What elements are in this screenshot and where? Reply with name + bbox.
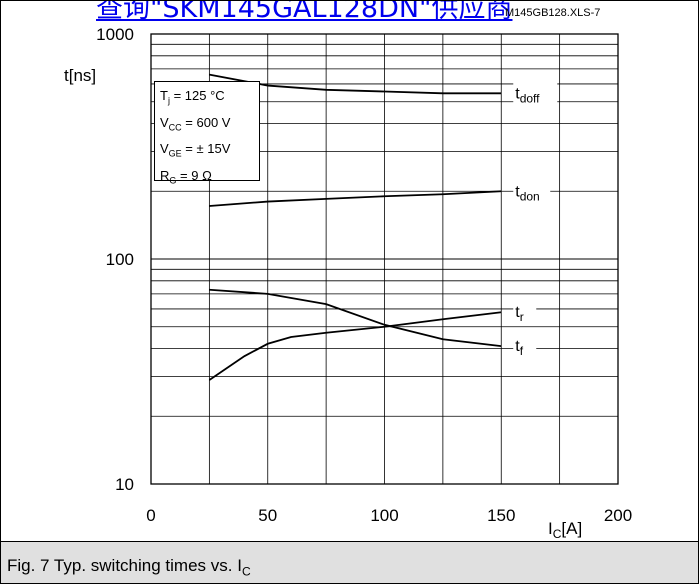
series-label-tdoff: tdoff — [515, 85, 540, 105]
plot-border — [150, 33, 619, 485]
y-tick-label: 1000 — [96, 25, 134, 44]
series-line-tdon — [209, 190, 502, 207]
series-label-background — [513, 181, 551, 204]
test-condition-line: RG = 9 Ω — [160, 167, 212, 186]
series-line-tr — [208, 311, 502, 381]
series-label-tdon: tdon — [515, 183, 539, 203]
series-lines — [208, 73, 502, 381]
x-axis-label: IC[A] — [548, 519, 582, 541]
file-reference: M145GB128.XLS-7 — [505, 7, 601, 19]
y-tick-label: 100 — [106, 250, 134, 269]
test-condition-line: VCC = 600 V — [160, 114, 231, 133]
test-condition-line: VGE = ± 15V — [160, 141, 231, 159]
series-label-background — [513, 83, 558, 106]
x-tick-label: 0 — [146, 506, 155, 525]
figure-caption: Fig. 7 Typ. switching times vs. IC — [7, 556, 251, 579]
axes: 0 50 100 150 200 10 100 1000 t[ns] IC[A] — [64, 25, 632, 541]
x-tick-label: 50 — [258, 506, 277, 525]
supplier-link[interactable]: 查询"SKM145GAL128DN"供应商 — [96, 0, 513, 24]
series-label-background — [513, 336, 537, 359]
series-label-tf: tf — [515, 338, 523, 358]
y-axis-label: t[ns] — [64, 66, 96, 85]
test-conditions-box: Tj = 125 °C VCC = 600 V VGE = ± 15V RG = 9 … — [154, 81, 260, 185]
test-condition-line: Tj = 125 °C — [160, 88, 225, 106]
series-label-background — [513, 302, 537, 325]
grid — [151, 34, 618, 484]
caption-bar: Fig. 7 Typ. switching times vs. IC — [1, 541, 698, 583]
x-tick-label: 100 — [370, 506, 398, 525]
x-tick-label: 200 — [604, 506, 632, 525]
series-label-tr: tr — [515, 304, 523, 324]
y-tick-label: 10 — [115, 475, 134, 494]
series-line-tf — [209, 288, 502, 348]
x-tick-label: 150 — [487, 506, 515, 525]
series-labels: tdoff tdon tr tf — [513, 83, 558, 359]
